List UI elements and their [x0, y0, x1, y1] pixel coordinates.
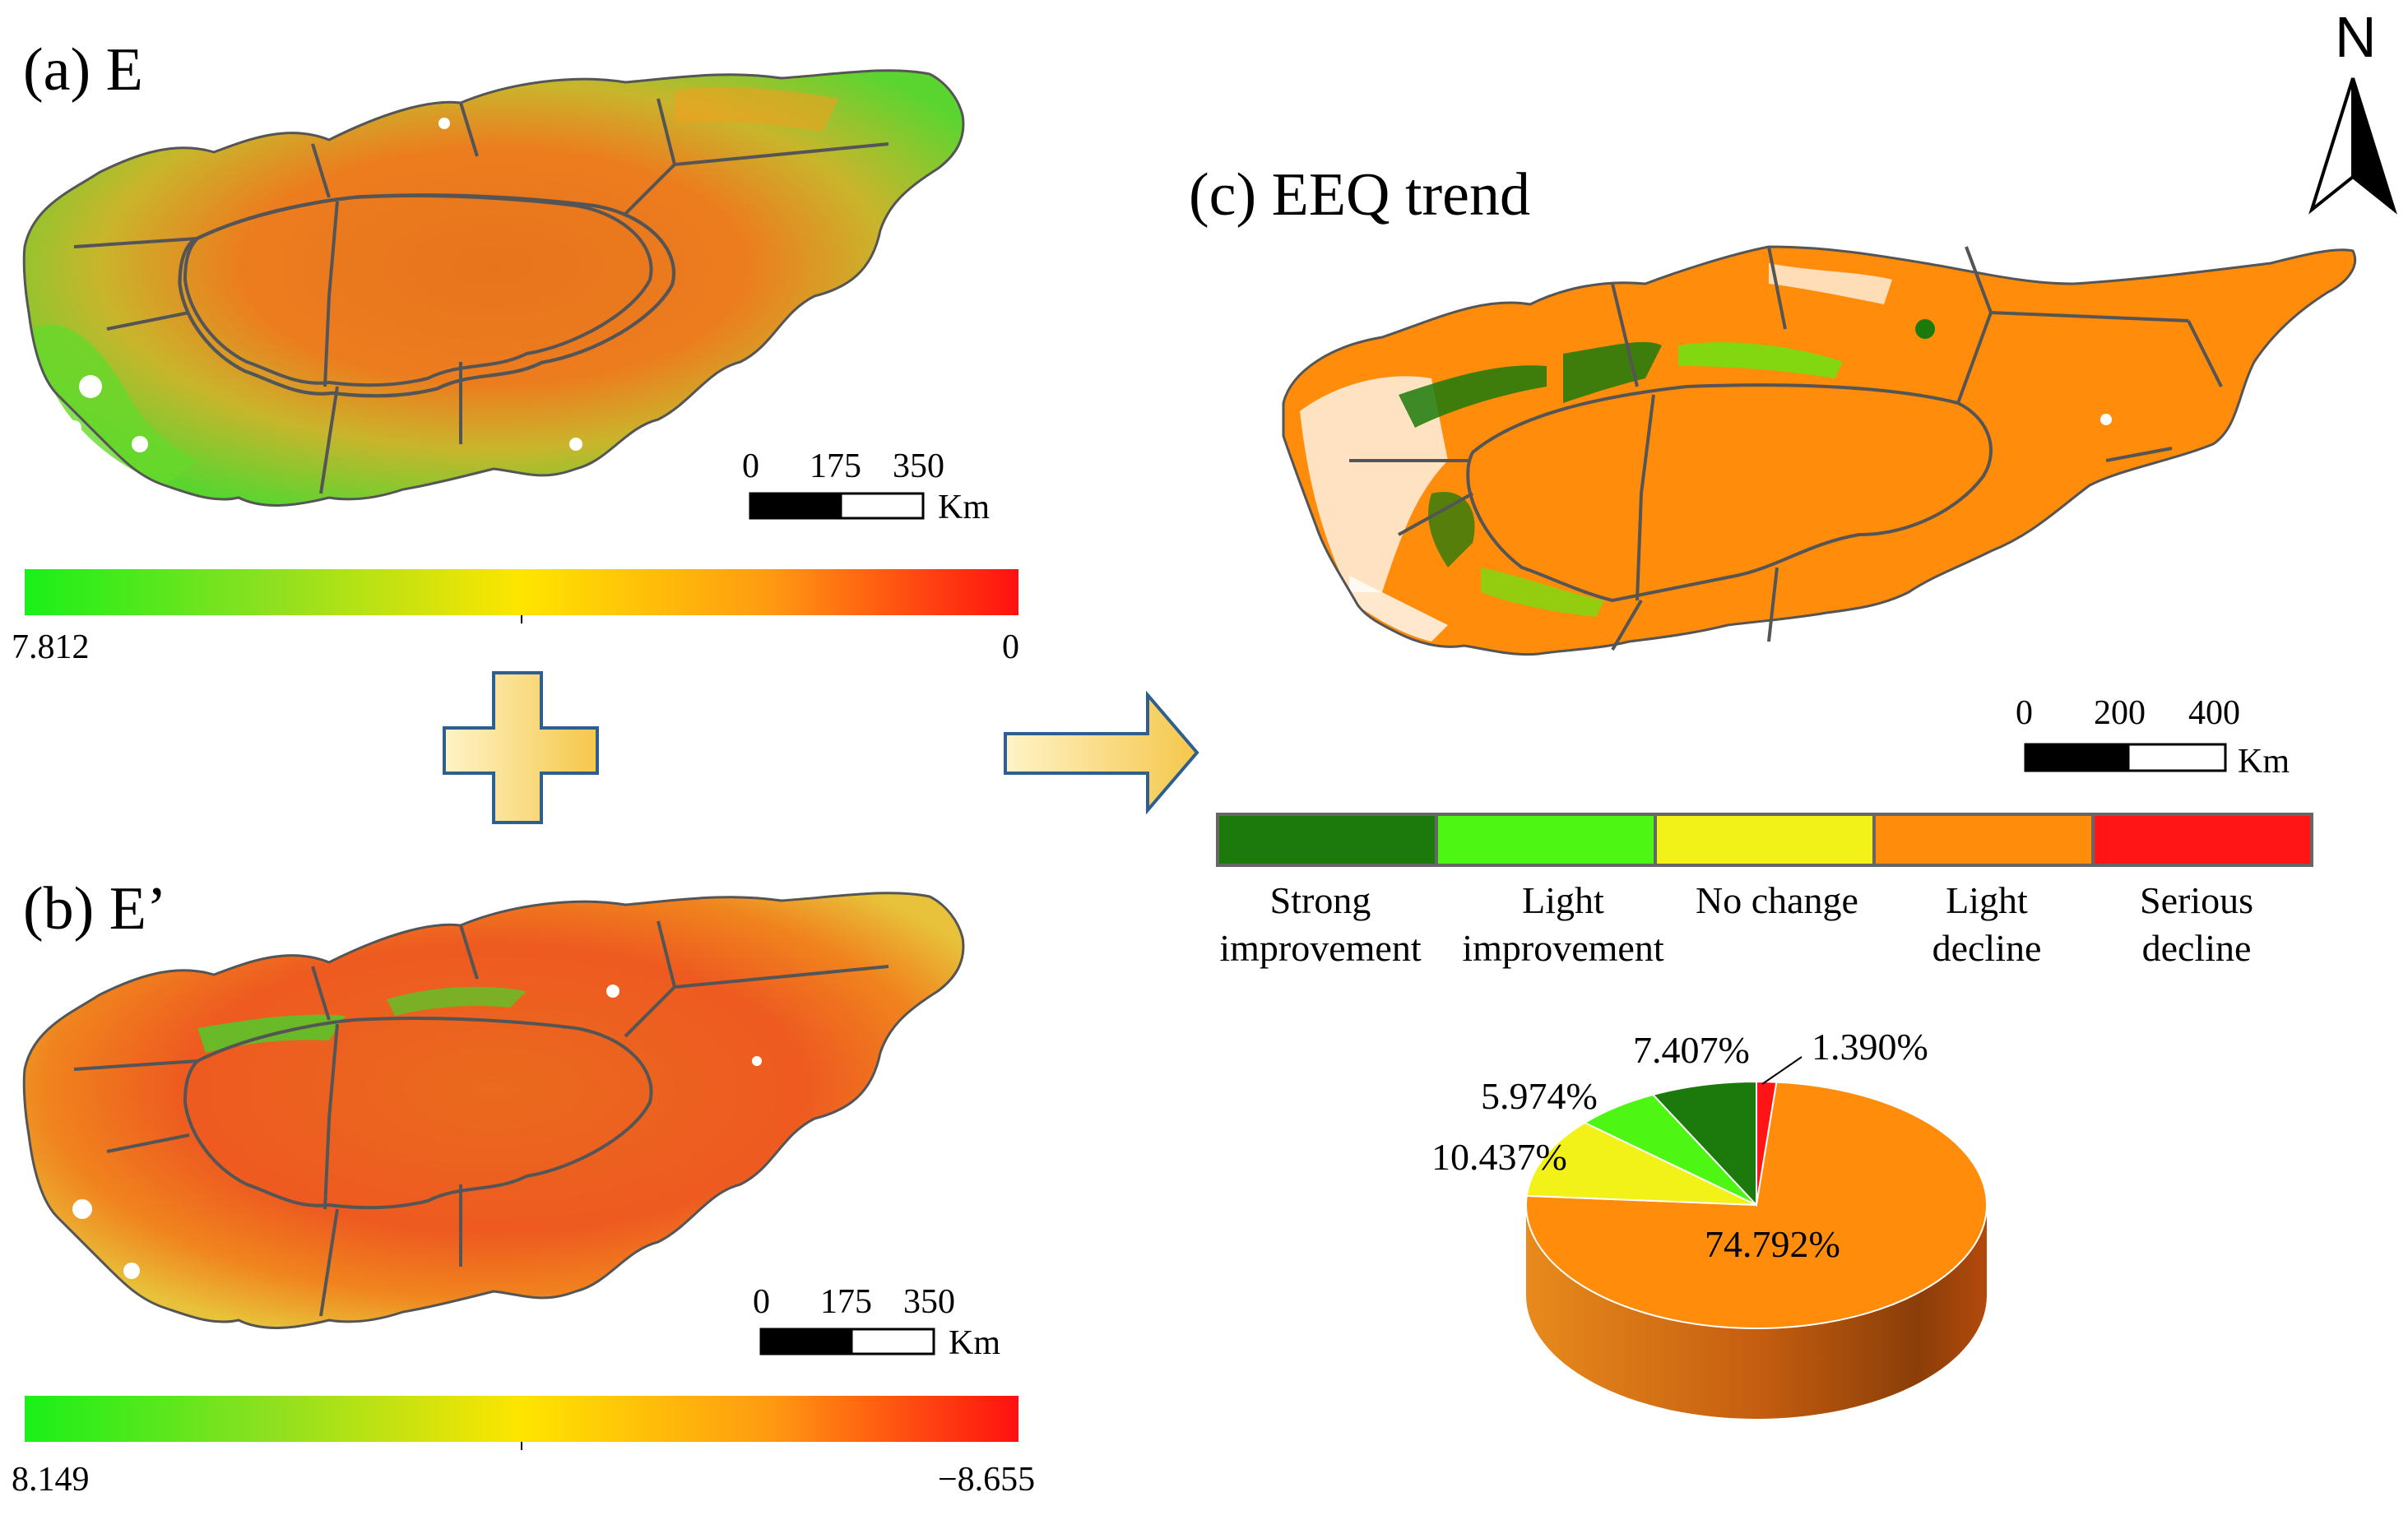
north-arrow-icon — [2308, 77, 2397, 215]
legend-label-light-decline: Light decline — [1932, 879, 2042, 969]
legend-swatch-0 — [1216, 813, 1438, 867]
scale-b-unit: Km — [949, 1324, 1000, 1362]
legend-bar — [1216, 813, 2313, 867]
pie-label-serious-decline: 1.390% — [1812, 1026, 1928, 1068]
plus-icon — [443, 671, 599, 824]
scale-b-tick-0: 0 — [753, 1283, 770, 1321]
color-ramp-a — [25, 569, 1018, 615]
scale-b-tick-1: 175 — [820, 1283, 872, 1321]
scale-c-tick-1: 200 — [2094, 694, 2146, 732]
pie-slice-no-change — [1525, 1121, 1757, 1206]
scale-b-tick-2: 350 — [903, 1283, 955, 1321]
ramp-b-min-label: 8.149 — [12, 1461, 90, 1499]
legend-label-strong-improvement: Strong improvement — [1219, 879, 1422, 969]
scale-bar-a — [749, 492, 925, 520]
scale-a-tick-2: 350 — [893, 447, 944, 485]
legend-swatch-3 — [1872, 813, 2095, 867]
ramp-a-max-label: 0 — [1002, 628, 1019, 666]
scale-c-tick-0: 0 — [2016, 694, 2033, 732]
scale-a-tick-0: 0 — [742, 447, 759, 485]
pie-leader-line — [1761, 1056, 1803, 1085]
pie-label-light-decline: 74.792% — [1705, 1223, 1840, 1265]
scale-bar-b — [759, 1328, 935, 1355]
right-arrow-icon — [1004, 690, 1199, 815]
pie-chart — [1525, 1056, 1988, 1419]
color-ramp-b — [25, 1396, 1018, 1442]
panel-c-title: (c) EEQ trend — [1189, 161, 1531, 229]
ramp-a-min-label: 7.812 — [12, 628, 90, 666]
legend-swatch-1 — [1435, 813, 1657, 867]
pie-label-light-improvement: 5.974% — [1481, 1075, 1598, 1117]
north-label: N — [2335, 5, 2377, 69]
legend-label-serious-decline: Serious decline — [2140, 879, 2253, 969]
legend-label-no-change: No change — [1696, 879, 1858, 921]
scale-a-tick-1: 175 — [810, 447, 861, 485]
pie-side-wall — [1526, 1205, 1987, 1419]
panel-b-title: (b) E’ — [23, 875, 167, 943]
scale-bar-c — [2024, 743, 2227, 772]
map-b — [22, 892, 965, 1329]
legend-swatch-2 — [1654, 813, 1876, 867]
ramp-b-max-label: −8.655 — [938, 1461, 1036, 1499]
scale-a-unit: Km — [938, 489, 990, 526]
map-c — [1282, 245, 2357, 656]
pie-slice-strong-improvement — [1651, 1080, 1757, 1207]
map-a — [22, 69, 965, 507]
pie-label-no-change: 10.437% — [1431, 1136, 1567, 1178]
pie-label-strong-improvement: 7.407% — [1633, 1029, 1750, 1071]
scale-c-unit: Km — [2238, 743, 2290, 781]
legend-swatch-4 — [2091, 813, 2313, 867]
panel-a-title: (a) E — [23, 36, 143, 104]
legend-label-light-improvement: Light improvement — [1462, 879, 1664, 969]
scale-c-tick-2: 400 — [2188, 694, 2240, 732]
